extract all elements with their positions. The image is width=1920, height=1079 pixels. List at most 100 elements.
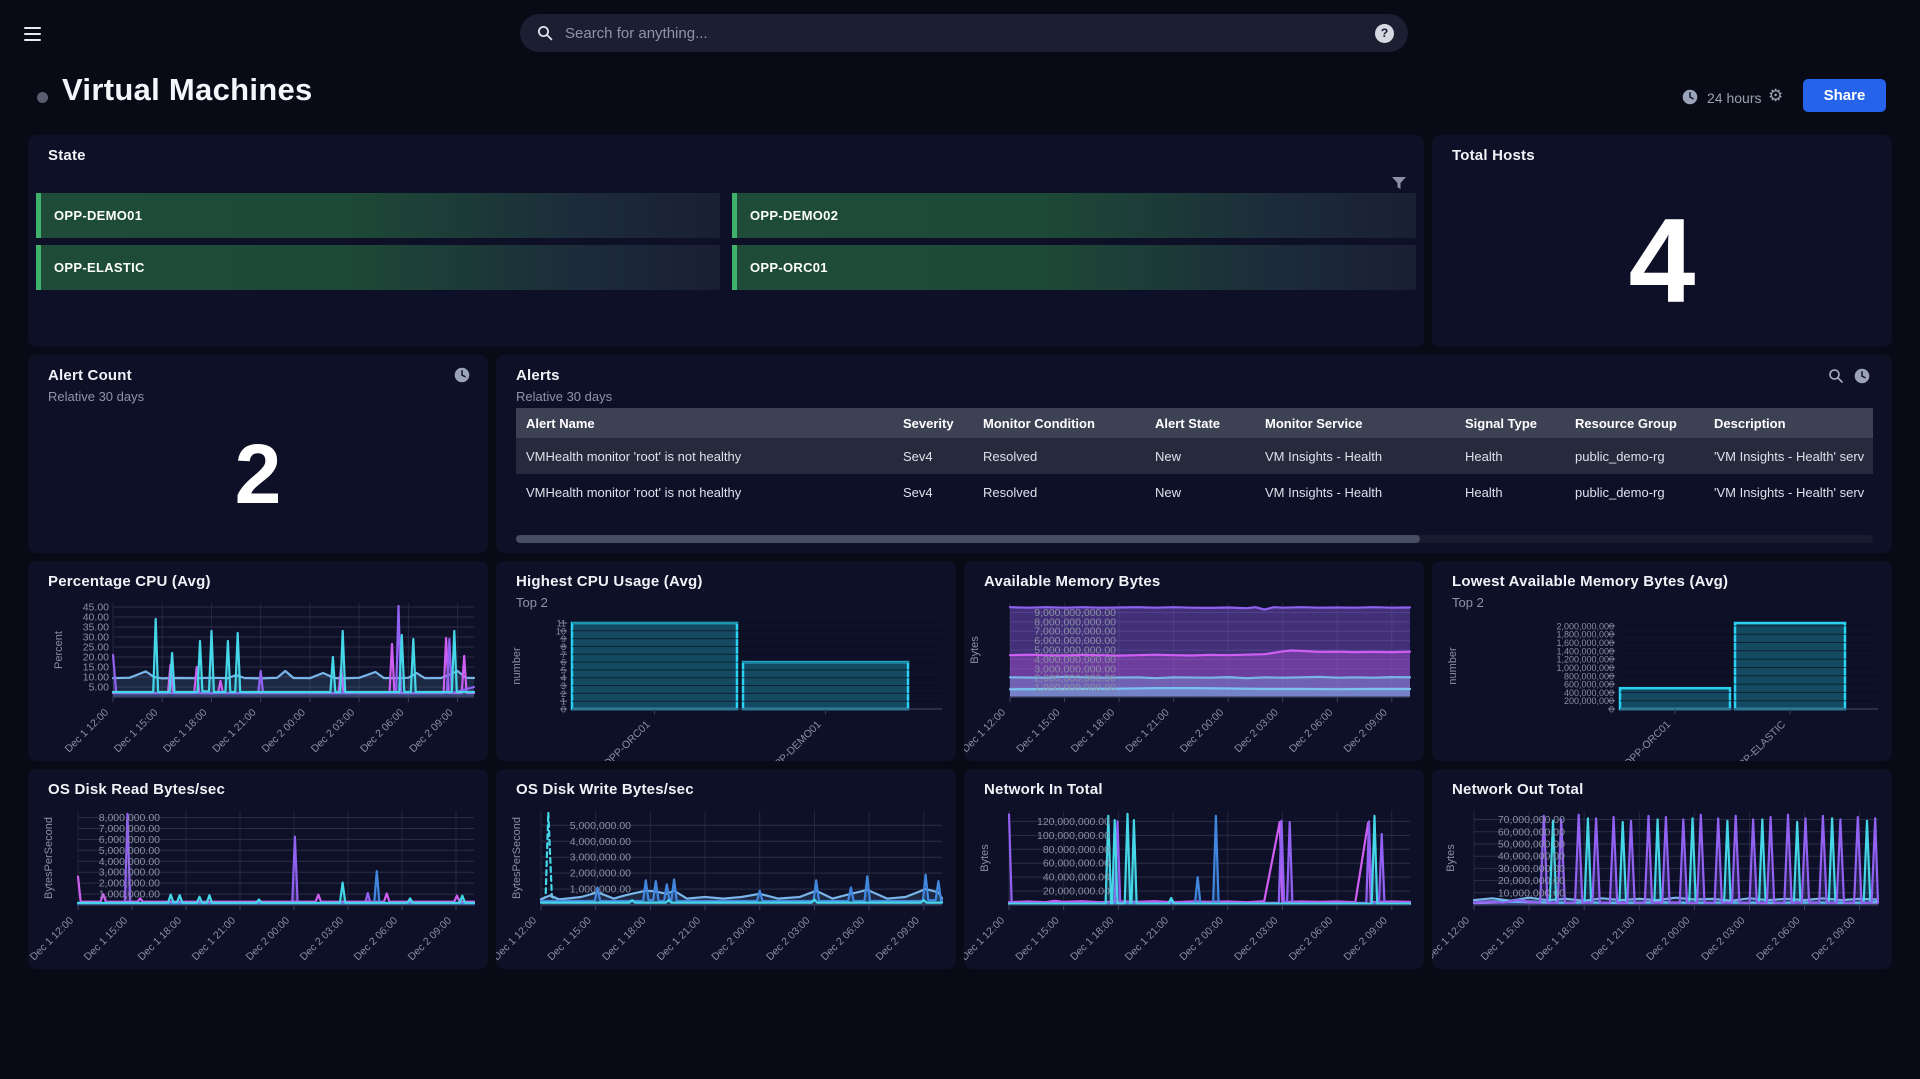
tile-available-memory: Available Memory Bytes 1,000,000,000.002…	[964, 561, 1424, 761]
vm-state-bar[interactable]: OPP-ELASTIC	[36, 245, 720, 290]
alerts-column-header[interactable]: Monitor Service	[1255, 416, 1455, 431]
svg-text:4,000,000.00: 4,000,000.00	[99, 856, 160, 868]
svg-text:Dec 2 03:00: Dec 2 03:00	[309, 707, 358, 756]
svg-text:Bytes: Bytes	[1445, 844, 1457, 872]
tile-network-in: Network In Total 20,000,000.0040,000,000…	[964, 769, 1424, 969]
svg-text:40,000,000.00: 40,000,000.00	[1498, 851, 1565, 863]
alert-cell: Resolved	[973, 449, 1145, 464]
vm-state-accent	[36, 245, 41, 290]
svg-text:Dec 2 00:00: Dec 2 00:00	[1644, 915, 1693, 964]
alerts-column-header[interactable]: Resource Group	[1565, 416, 1704, 431]
svg-text:Percent: Percent	[53, 631, 65, 669]
vm-state-bar[interactable]: OPP-DEMO02	[732, 193, 1416, 238]
vm-state-bar[interactable]: OPP-DEMO01	[36, 193, 720, 238]
svg-text:Dec 2 06:00: Dec 2 06:00	[1287, 707, 1336, 756]
alert-row[interactable]: VMHealth monitor 'root' is not healthySe…	[516, 474, 1873, 510]
help-icon[interactable]: ?	[1375, 24, 1394, 43]
svg-text:11: 11	[557, 619, 566, 629]
timeframe-clock-icon[interactable]	[1682, 89, 1698, 105]
alert-cell: Resolved	[973, 485, 1145, 500]
tile-percentage-cpu: Percentage CPU (Avg) 5.0010.0015.0020.00…	[28, 561, 488, 761]
alerts-table: Alert NameSeverityMonitor ConditionAlert…	[516, 408, 1873, 510]
disk-write-chart: 1,000,000.002,000,000.003,000,000.004,00…	[496, 803, 956, 969]
alerts-hscrollbar-track[interactable]	[516, 535, 1873, 543]
svg-text:3,000,000.00: 3,000,000.00	[99, 867, 160, 879]
svg-text:1,000,000.00: 1,000,000.00	[99, 889, 160, 901]
alert-cell: New	[1145, 449, 1255, 464]
svg-text:10,000,000.00: 10,000,000.00	[1498, 887, 1565, 899]
tile-highest-cpu: Highest CPU Usage (Avg) Top 2 0123456789…	[496, 561, 956, 761]
svg-text:1,000,000.00: 1,000,000.00	[570, 884, 631, 896]
svg-text:Bytes: Bytes	[979, 844, 991, 872]
settings-gear-icon[interactable]: ⚙	[1768, 86, 1783, 106]
network-in-chart: 20,000,000.0040,000,000.0060,000,000.008…	[964, 803, 1424, 969]
percentage-cpu-chart: 5.0010.0015.0020.0025.0030.0035.0040.004…	[28, 595, 488, 761]
svg-text:Dec 2 00:00: Dec 2 00:00	[1178, 707, 1227, 756]
svg-text:Dec 2 09:00: Dec 2 09:00	[1341, 707, 1390, 756]
clock-icon[interactable]	[454, 367, 470, 383]
clock-icon[interactable]	[1854, 368, 1870, 384]
alert-cell: public_demo-rg	[1565, 449, 1704, 464]
svg-text:Dec 2 09:00: Dec 2 09:00	[407, 707, 456, 756]
page-title: Virtual Machines	[62, 72, 313, 108]
alerts-column-header[interactable]: Severity	[893, 416, 973, 431]
lowest-memory-chart: 0200,000,000400,000,000600,000,000800,00…	[1432, 617, 1892, 761]
alert-row[interactable]: VMHealth monitor 'root' is not healthySe…	[516, 438, 1873, 474]
svg-text:Dec 1 21:00: Dec 1 21:00	[655, 915, 704, 964]
svg-text:Dec 2 09:00: Dec 2 09:00	[1809, 915, 1858, 964]
alerts-column-header[interactable]: Signal Type	[1455, 416, 1565, 431]
svg-text:OPP-DEMO01: OPP-DEMO01	[766, 719, 823, 761]
tile-alerts-title: Alerts	[516, 367, 560, 384]
svg-text:Dec 1 15:00: Dec 1 15:00	[1013, 915, 1062, 964]
share-button[interactable]: Share	[1803, 79, 1886, 112]
alert-cell: VM Insights - Health	[1255, 449, 1455, 464]
alerts-column-header[interactable]: Alert Name	[516, 416, 893, 431]
svg-text:2,000,000.00: 2,000,000.00	[570, 868, 631, 880]
filter-icon[interactable]	[1392, 177, 1406, 190]
search-icon[interactable]	[1828, 368, 1844, 384]
dashboard-root: ? Virtual Machines 24 hours ⚙ Share Stat…	[0, 0, 1920, 1079]
svg-text:40,000,000.00: 40,000,000.00	[1043, 872, 1110, 884]
tile-total-hosts: Total Hosts 4	[1432, 135, 1892, 347]
timeframe-label[interactable]: 24 hours	[1707, 90, 1761, 106]
chart-title: Network In Total	[984, 781, 1103, 798]
state-bar-list: OPP-DEMO01 OPP-DEMO02 OPP-ELASTIC OPP-ORC01	[36, 193, 1416, 290]
alert-cell: VMHealth monitor 'root' is not healthy	[516, 485, 893, 500]
menu-hamburger-icon[interactable]	[24, 27, 42, 43]
vm-state-accent	[36, 193, 41, 238]
svg-text:Dec 1 18:00: Dec 1 18:00	[1068, 915, 1117, 964]
tile-alerts-subtitle: Relative 30 days	[516, 389, 612, 404]
vm-state-accent	[732, 193, 737, 238]
chart-title: OS Disk Write Bytes/sec	[516, 781, 694, 798]
tile-alert-count: Alert Count Relative 30 days 2	[28, 355, 488, 553]
vm-state-bar[interactable]: OPP-ORC01	[732, 245, 1416, 290]
total-hosts-value: 4	[1432, 175, 1892, 347]
chart-title: Percentage CPU (Avg)	[48, 573, 211, 590]
alerts-hscrollbar-thumb[interactable]	[516, 535, 1420, 543]
svg-text:Dec 1 15:00: Dec 1 15:00	[1479, 915, 1528, 964]
svg-text:Dec 2 03:00: Dec 2 03:00	[1232, 707, 1281, 756]
chart-title: Available Memory Bytes	[984, 573, 1160, 590]
alerts-column-header[interactable]: Description	[1704, 416, 1873, 431]
tile-alert-count-title: Alert Count	[48, 367, 132, 384]
svg-text:5,000,000.00: 5,000,000.00	[99, 845, 160, 857]
tile-total-hosts-title: Total Hosts	[1452, 147, 1535, 164]
alert-cell: Sev4	[893, 449, 973, 464]
alerts-column-header[interactable]: Alert State	[1145, 416, 1255, 431]
svg-text:Dec 2 03:00: Dec 2 03:00	[298, 915, 347, 964]
svg-text:5,000,000.00: 5,000,000.00	[570, 820, 631, 832]
alerts-table-body: VMHealth monitor 'root' is not healthySe…	[516, 438, 1873, 510]
svg-text:Dec 1 12:00: Dec 1 12:00	[28, 915, 76, 964]
alert-cell: Sev4	[893, 485, 973, 500]
svg-text:Dec 1 18:00: Dec 1 18:00	[1534, 915, 1583, 964]
search-input[interactable]	[563, 24, 1375, 43]
svg-text:BytesPerSecond: BytesPerSecond	[511, 817, 523, 899]
svg-text:Dec 1 18:00: Dec 1 18:00	[1069, 707, 1118, 756]
svg-text:Dec 1 12:00: Dec 1 12:00	[964, 707, 1008, 756]
alerts-column-header[interactable]: Monitor Condition	[973, 416, 1145, 431]
svg-text:Dec 1 15:00: Dec 1 15:00	[112, 707, 161, 756]
tile-disk-write: OS Disk Write Bytes/sec 1,000,000.00 2,00…	[496, 769, 956, 969]
svg-text:Dec 2 06:00: Dec 2 06:00	[1287, 915, 1336, 964]
global-search[interactable]: ?	[520, 14, 1408, 52]
alert-cell: VM Insights - Health	[1255, 485, 1455, 500]
